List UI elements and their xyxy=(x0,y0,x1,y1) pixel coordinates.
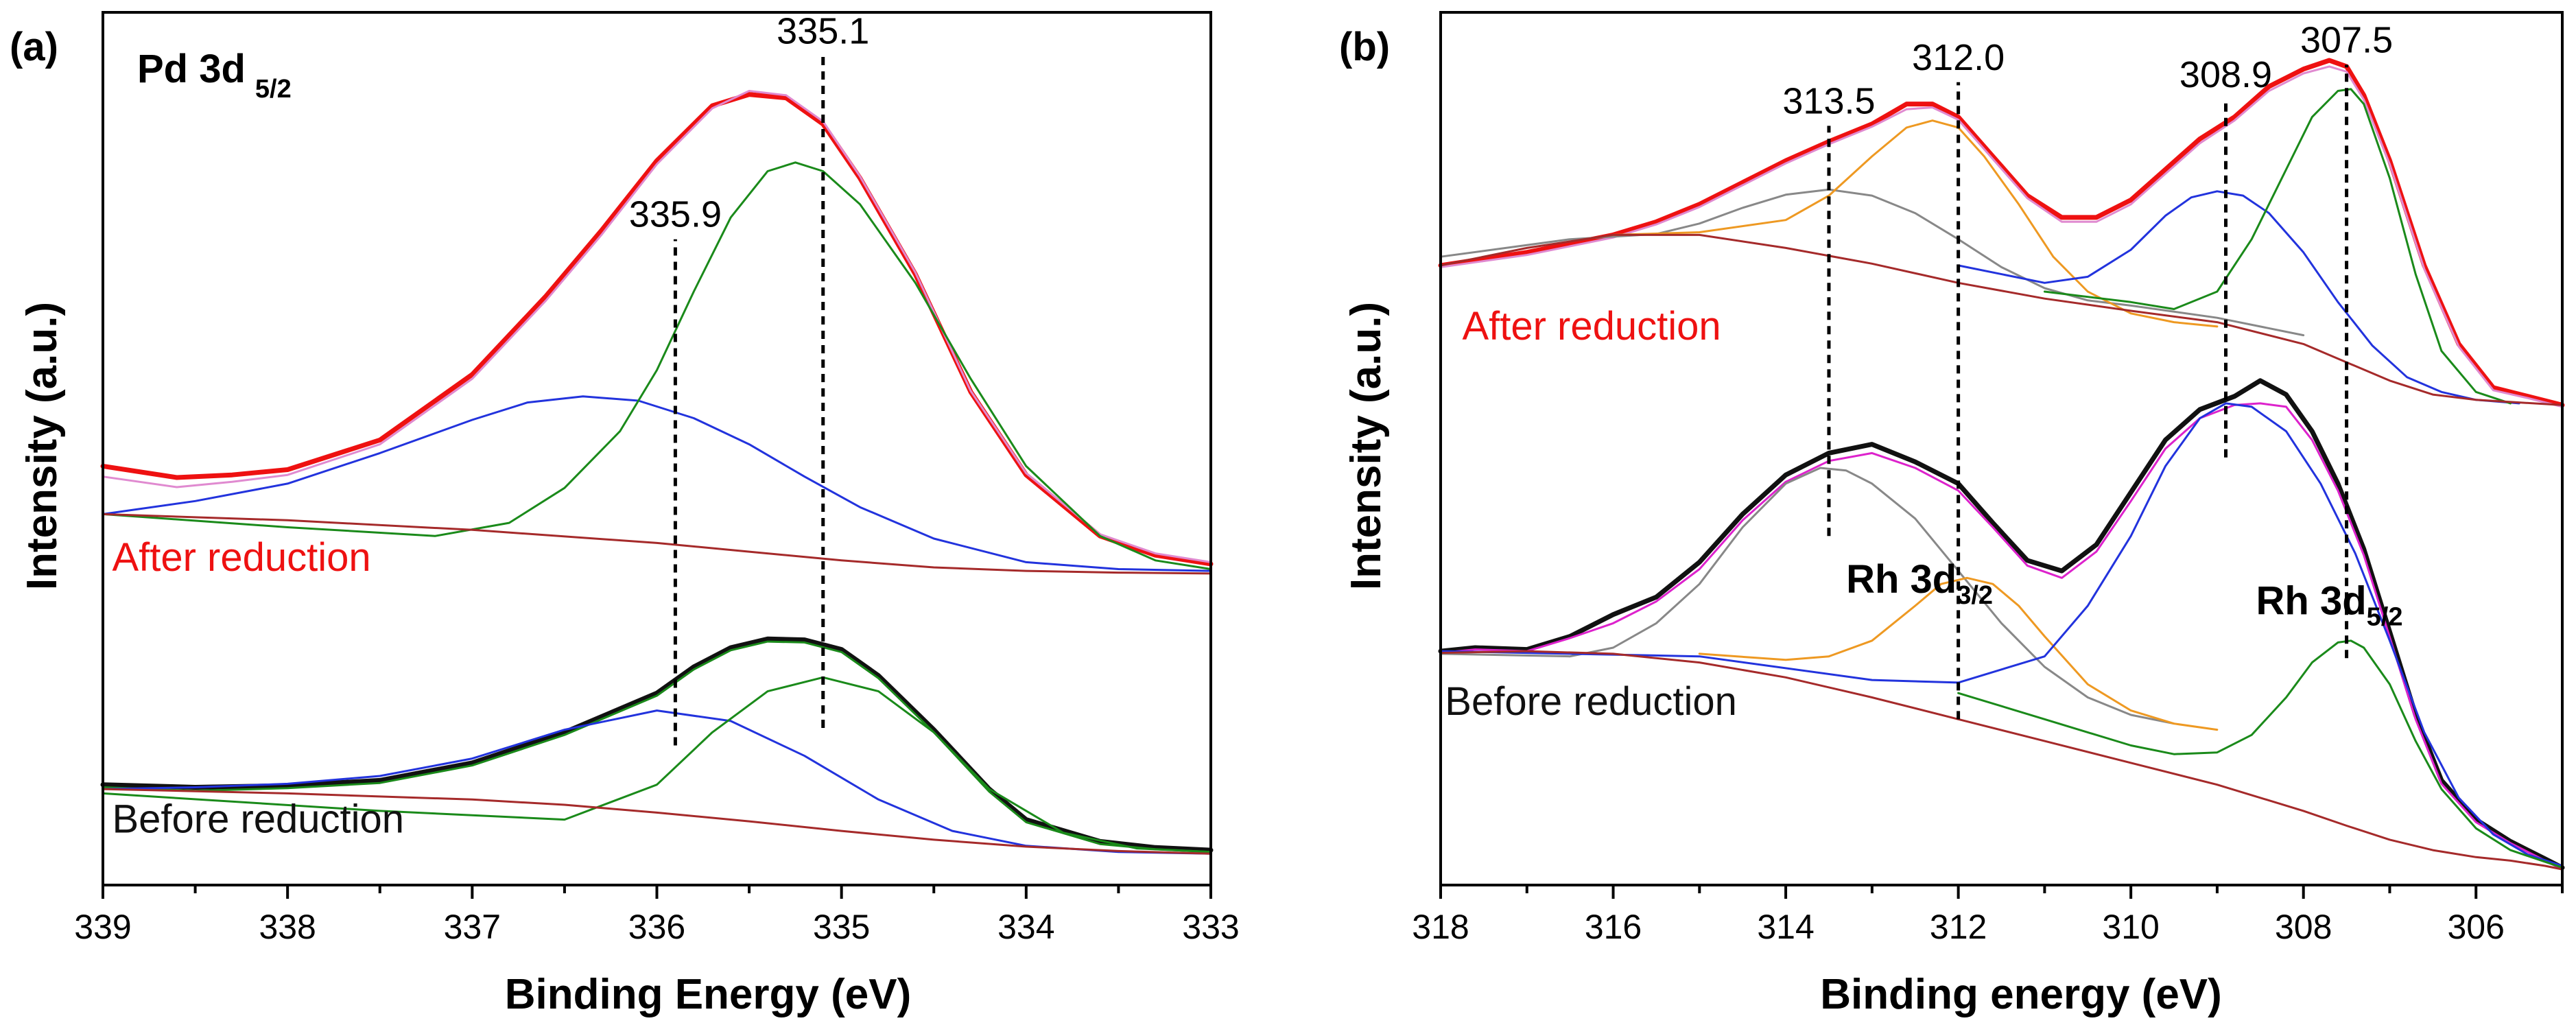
xps-figure: (a) Pd 3d 5/2 335.9 335.1 After reduction B… xyxy=(0,0,2576,1036)
series-label-0: After reduction xyxy=(112,535,370,580)
annotation-sub-1: 5/2 xyxy=(2367,603,2403,632)
x-tick-label-337: 337 xyxy=(444,908,501,946)
x-tick-label-318: 318 xyxy=(1412,908,1469,946)
peak-label-312.0: 312.0 xyxy=(1912,37,2005,78)
series-label-0: After reduction xyxy=(1462,304,1721,349)
panel-b-x-axis-title: Binding energy (eV) xyxy=(1820,971,2222,1018)
peak-label-313.5: 313.5 xyxy=(1782,80,1875,121)
x-tick-label-335: 335 xyxy=(813,908,870,946)
x-tick-label-308: 308 xyxy=(2275,908,2332,946)
x-tick-label-336: 336 xyxy=(628,908,685,946)
peak-label-307.5: 307.5 xyxy=(2300,19,2393,60)
x-tick-label-310: 310 xyxy=(2102,908,2159,946)
panel-b-label: (b) xyxy=(1339,25,1390,69)
x-tick-label-306: 306 xyxy=(2448,908,2505,946)
annotation-main-1: Rh 3d xyxy=(2256,579,2367,624)
peak-label-308.9: 308.9 xyxy=(2179,54,2272,95)
panel-a-title-main: Pd 3d xyxy=(137,47,246,91)
peak-label-335.1: 335.1 xyxy=(777,11,869,52)
annotation-main-0: Rh 3d xyxy=(1846,557,1957,602)
x-tick-label-316: 316 xyxy=(1585,908,1642,946)
panel-b-y-axis-title: Intensity (a.u.) xyxy=(1343,302,1390,590)
figure-background xyxy=(0,0,2576,1036)
x-tick-label-312: 312 xyxy=(1930,908,1987,946)
x-tick-label-314: 314 xyxy=(1757,908,1814,946)
x-tick-label-339: 339 xyxy=(74,908,131,946)
peak-label-335.9: 335.9 xyxy=(629,194,722,235)
x-tick-label-333: 333 xyxy=(1182,908,1239,946)
annotation-sub-0: 3/2 xyxy=(1957,581,1993,610)
series-label-1: Before reduction xyxy=(112,797,404,842)
panel-a-label: (a) xyxy=(10,25,58,69)
panel-a-title-sub: 5/2 xyxy=(255,75,292,104)
x-tick-label-334: 334 xyxy=(997,908,1054,946)
series-label-1: Before reduction xyxy=(1445,679,1737,724)
panel-a-y-axis-title: Intensity (a.u.) xyxy=(19,302,66,590)
x-tick-label-338: 338 xyxy=(259,908,316,946)
panel-a-x-axis-title: Binding Energy (eV) xyxy=(505,971,911,1018)
